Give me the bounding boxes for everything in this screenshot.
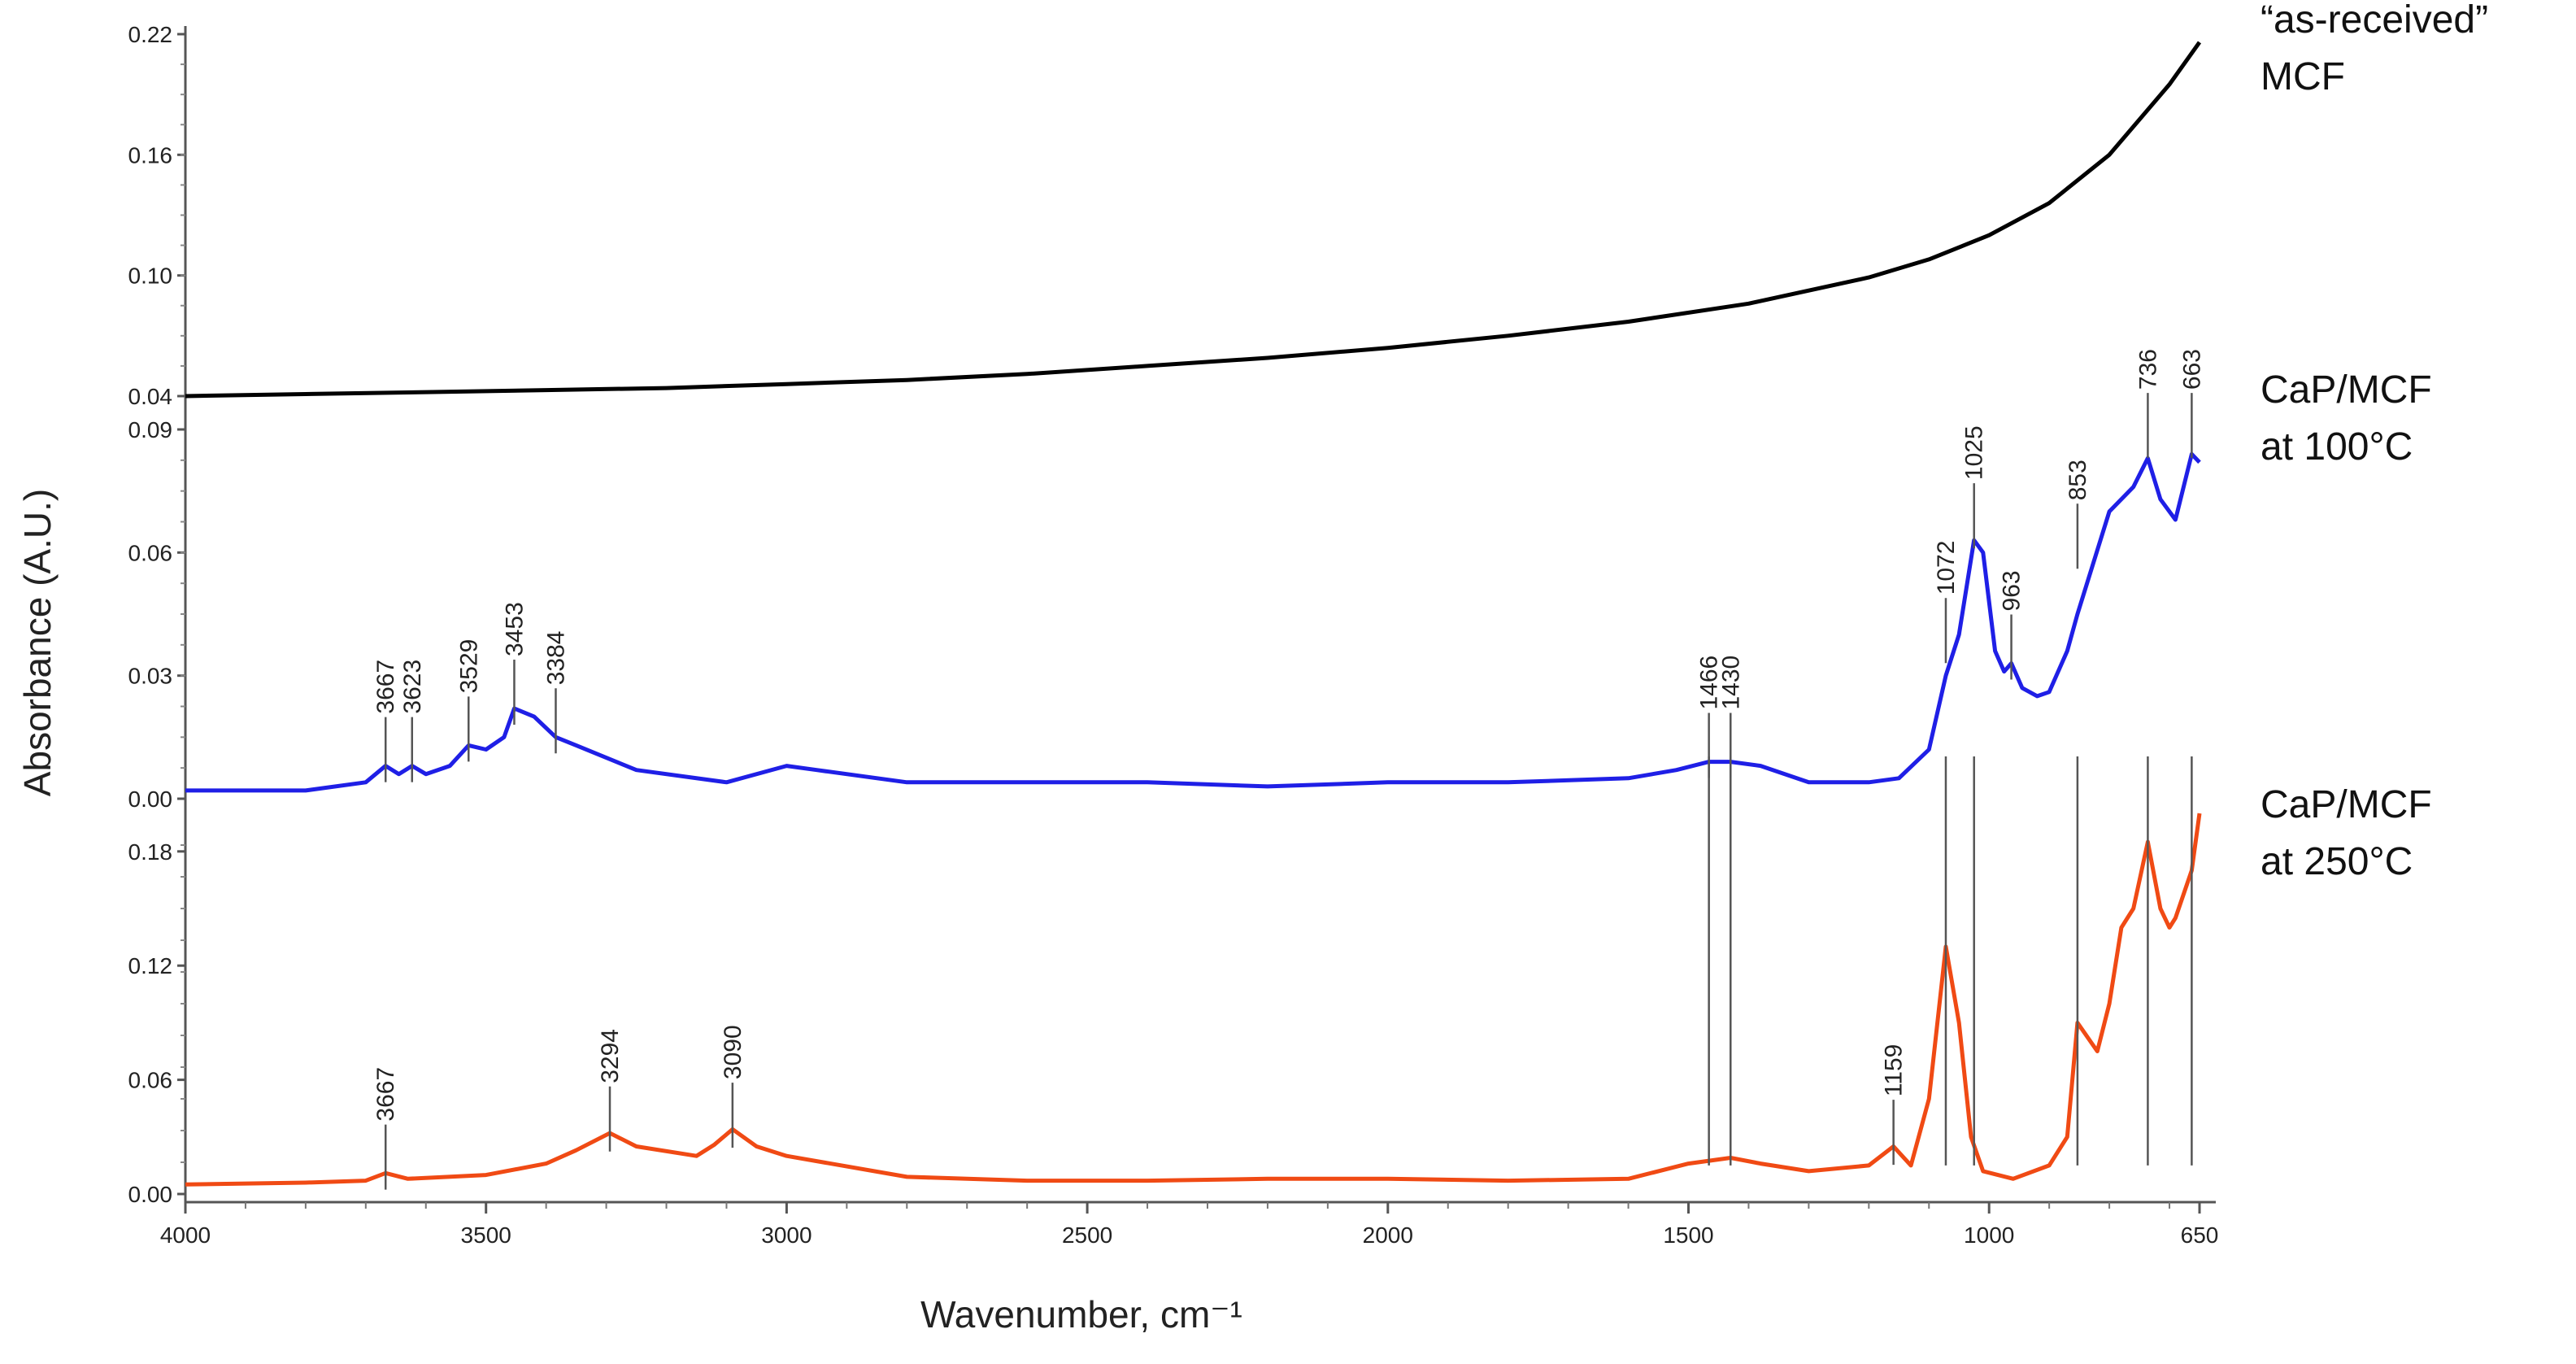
y-axis-label: Absorbance (A.U.)	[16, 489, 59, 796]
series-label: CaP/MCF	[2261, 783, 2432, 826]
x-axis-label: Wavenumber, cm⁻¹	[920, 1293, 1242, 1336]
peak-label: 663	[2178, 349, 2205, 390]
x-tick-label: 650	[2181, 1222, 2219, 1248]
peak-label: 1025	[1961, 425, 1988, 480]
x-tick-label: 2000	[1363, 1222, 1413, 1248]
peak-label: 1466	[1696, 656, 1723, 710]
labels: Wavenumber, cm⁻¹ Absorbance (A.U.) 4000 3…	[16, 0, 2488, 1336]
y-tick-label: 0.00	[128, 1182, 173, 1207]
y-tick-label: 0.12	[128, 953, 173, 978]
series-label: CaP/MCF	[2261, 368, 2432, 412]
series-label: MCF	[2261, 55, 2345, 98]
x-tick-label: 4000	[160, 1222, 211, 1248]
series-line	[185, 813, 2202, 1187]
peak-label: 963	[1999, 570, 2026, 611]
x-tick-label: 2500	[1062, 1222, 1112, 1248]
y-tick-label: 0.06	[128, 1068, 173, 1093]
y-tick-label: 0.18	[128, 839, 173, 865]
x-tick-label: 1500	[1663, 1222, 1713, 1248]
y-tick-label: 0.16	[128, 142, 173, 168]
series-label: at 250°C	[2261, 840, 2413, 883]
peak-label: 3529	[455, 639, 482, 694]
x-tick-label: 3500	[461, 1222, 511, 1248]
spectra	[185, 41, 2202, 1187]
y-tick-label: 0.10	[128, 264, 173, 289]
peak-label: 1072	[1933, 541, 1960, 595]
series-line	[185, 451, 2201, 793]
x-tick-label: 1000	[1964, 1222, 2014, 1248]
peak-label: 3453	[501, 602, 528, 656]
peak-label: 1159	[1881, 1044, 1908, 1097]
peak-label: 3667	[372, 660, 399, 714]
y-tick-label: 0.03	[128, 664, 173, 689]
series-label: “as-received”	[2261, 0, 2488, 41]
peak-label: 853	[2065, 460, 2091, 500]
peak-label: 3090	[720, 1025, 746, 1079]
peak-label: 3294	[597, 1029, 624, 1083]
peak-label: 1430	[1717, 656, 1744, 710]
y-tick-label: 0.09	[128, 417, 173, 442]
y-tick-label: 0.00	[128, 787, 173, 812]
axes	[177, 26, 2216, 1214]
peak-label: 3384	[542, 631, 569, 686]
y-tick-label: 0.06	[128, 540, 173, 565]
series-line	[185, 41, 2202, 399]
peak-label: 3667	[372, 1067, 399, 1122]
peak-label: 736	[2134, 349, 2161, 390]
x-tick-label: 3000	[761, 1222, 812, 1248]
y-tick-label: 0.04	[128, 384, 173, 409]
y-tick-label: 0.22	[128, 22, 173, 47]
peak-markers	[384, 393, 2193, 1190]
peak-label: 3623	[399, 660, 426, 714]
series-label: at 100°C	[2261, 425, 2413, 468]
